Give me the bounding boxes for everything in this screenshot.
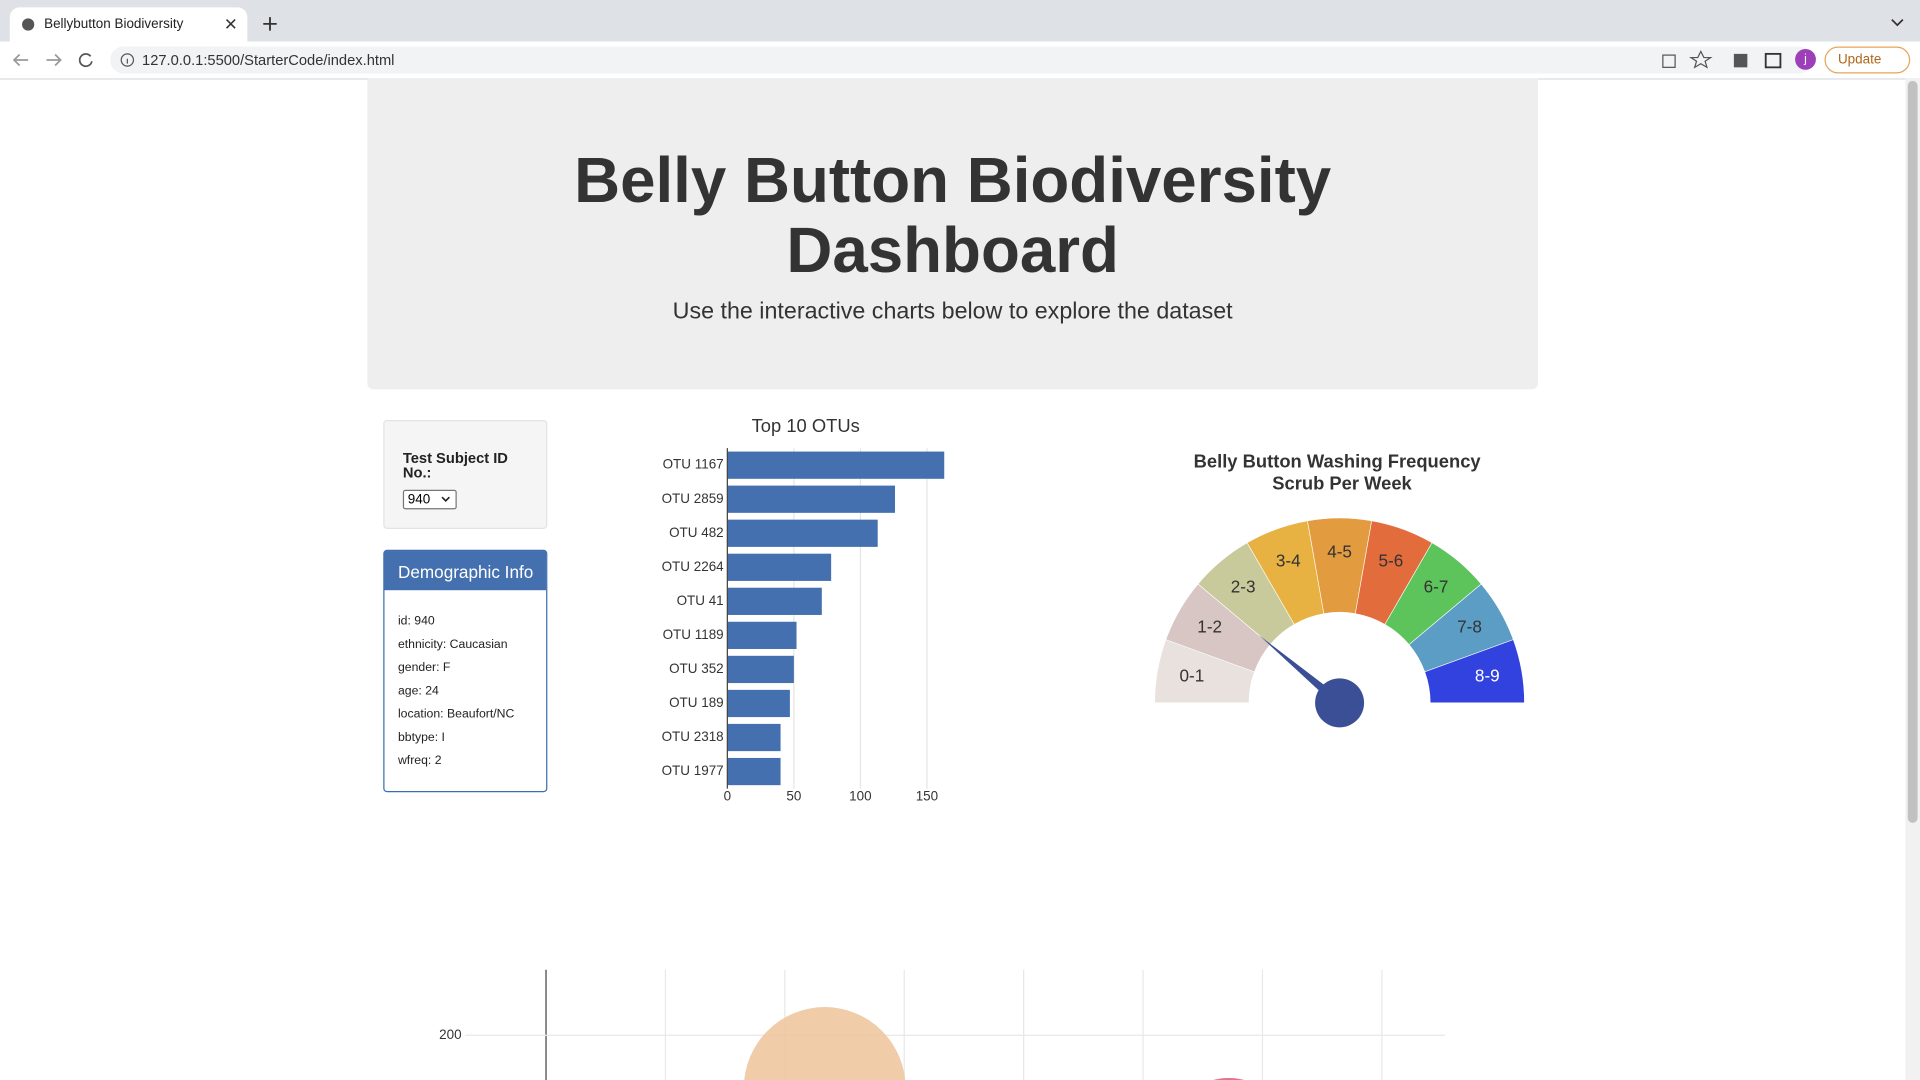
- selector-label: Test Subject ID No.:: [402, 449, 508, 482]
- gauge-step-label: 0-1: [1179, 665, 1204, 685]
- gauge-title: Belly Button Washing Frequency: [1194, 451, 1482, 472]
- chart-title: Top 10 OTUs: [752, 415, 860, 436]
- update-label: Update: [1837, 52, 1882, 68]
- browser-tab[interactable]: Bellybutton Biodiversity: [9, 7, 248, 42]
- url: 127.0.0.1:5500/StarterCode/index.html: [142, 51, 395, 69]
- gauge-step-label: 3-4: [1276, 550, 1301, 570]
- bar: [727, 451, 945, 479]
- gauge-step: [1424, 639, 1525, 704]
- scrollbar-thumb[interactable]: [1907, 80, 1918, 823]
- bar: [727, 723, 781, 752]
- x-tick-label: 150: [916, 789, 938, 804]
- bar: [727, 689, 790, 718]
- address-bar[interactable]: 127.0.0.1:5500/StarterCode/index.html: [110, 46, 1813, 74]
- y-tick-label: OTU 482: [669, 525, 724, 540]
- bubble-chart: 0500100015002000250030003500200: [439, 969, 1445, 1080]
- bar-chart: Top 10 OTUs 0 50 100 150 OTU 1167 OTU 2859 OTU …: [662, 415, 945, 804]
- gauge-step-label: 1-2: [1197, 616, 1222, 636]
- demographic-row: location: Beaufort/NC: [397, 707, 515, 722]
- info-icon: [120, 53, 135, 67]
- nav-buttons[interactable]: [12, 51, 98, 68]
- toolbar-icons[interactable]: [1660, 50, 1782, 70]
- y-tick-label: OTU 2859: [662, 491, 724, 506]
- demographic-row: wfreq: 2: [397, 754, 442, 768]
- x-tick-label: 100: [849, 789, 871, 804]
- y-tick-label: 200: [439, 1027, 461, 1042]
- jumbotron: Belly Button Biodiversity Dashboard Use …: [367, 78, 1538, 390]
- x-tick-label: 0: [724, 789, 731, 804]
- bar: [727, 485, 896, 513]
- demographic-row: age: 24: [397, 684, 439, 698]
- y-tick-label: OTU 1189: [663, 627, 724, 642]
- gauge-step-label: 4-5: [1327, 541, 1352, 561]
- demographic-row: id: 940: [397, 614, 435, 629]
- bar: [727, 757, 781, 786]
- y-tick-label: OTU 352: [669, 661, 724, 676]
- panel-title: Demographic Info: [397, 562, 534, 582]
- page-subtitle: Use the interactive charts below to expl…: [672, 298, 1233, 325]
- bar: [727, 553, 832, 581]
- gauge-subtitle: Scrub Per Week: [1272, 473, 1412, 494]
- selector-well: Test Subject ID No.: 940: [383, 420, 548, 529]
- y-tick-label: OTU 1167: [663, 457, 724, 472]
- new-tab[interactable]: [262, 16, 278, 32]
- tab-menu[interactable]: [1891, 18, 1904, 27]
- demographic-row: bbtype: I: [397, 731, 445, 745]
- gauge-step-label: 6-7: [1424, 576, 1449, 596]
- gauge-step-label: 8-9: [1475, 665, 1500, 685]
- x-tick-label: 50: [786, 789, 801, 804]
- bar: [727, 621, 797, 650]
- y-tick-label: OTU 2318: [662, 729, 724, 744]
- gauge-step-label: 7-8: [1457, 616, 1482, 636]
- bar: [727, 519, 878, 547]
- close-tab[interactable]: [225, 18, 236, 29]
- demographic-row: gender: F: [397, 661, 451, 675]
- y-tick-label: OTU 2264: [662, 559, 725, 574]
- subject-dropdown[interactable]: 940: [402, 489, 457, 510]
- profile-avatar[interactable]: j: [1795, 48, 1816, 70]
- y-tick-label: OTU 189: [669, 695, 724, 710]
- demographic-row: ethnicity: Caucasian: [397, 637, 508, 652]
- tab-title: Bellybutton Biodiversity: [44, 17, 184, 32]
- demographic-panel: Demographic Info id: 940 ethnicity: Cauca…: [383, 549, 548, 793]
- page-title: Belly Button Biodiversity Dashboard: [574, 145, 1332, 287]
- dropdown-value: 940: [407, 492, 431, 507]
- y-tick-label: OTU 1977: [662, 763, 724, 778]
- gauge-hub: [1315, 678, 1365, 728]
- panel-heading: Demographic Info: [384, 551, 547, 591]
- tab-strip: [0, 0, 1920, 42]
- y-tick-label: OTU 41: [677, 593, 724, 608]
- bar: [727, 587, 822, 615]
- bubble: [744, 1007, 906, 1080]
- update-button[interactable]: Update: [1824, 46, 1911, 74]
- globe-icon: [22, 18, 35, 31]
- dropdown-arrow: [441, 496, 450, 502]
- bar: [727, 655, 794, 684]
- gauge-step-label: 2-3: [1231, 576, 1256, 596]
- gauge-step-label: 5-6: [1379, 550, 1404, 570]
